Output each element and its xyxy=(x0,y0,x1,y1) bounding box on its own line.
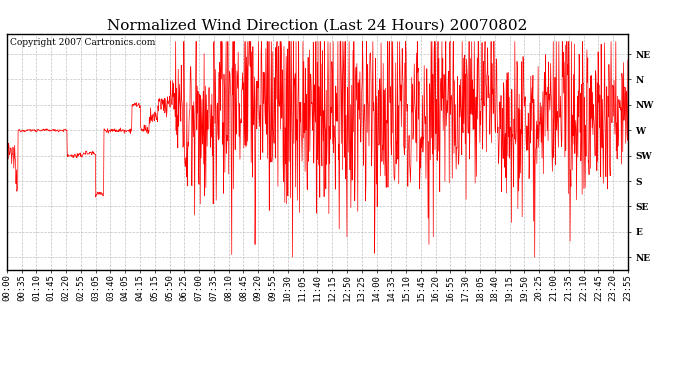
Title: Normalized Wind Direction (Last 24 Hours) 20070802: Normalized Wind Direction (Last 24 Hours… xyxy=(107,19,528,33)
Text: Copyright 2007 Cartronics.com: Copyright 2007 Cartronics.com xyxy=(10,39,155,48)
